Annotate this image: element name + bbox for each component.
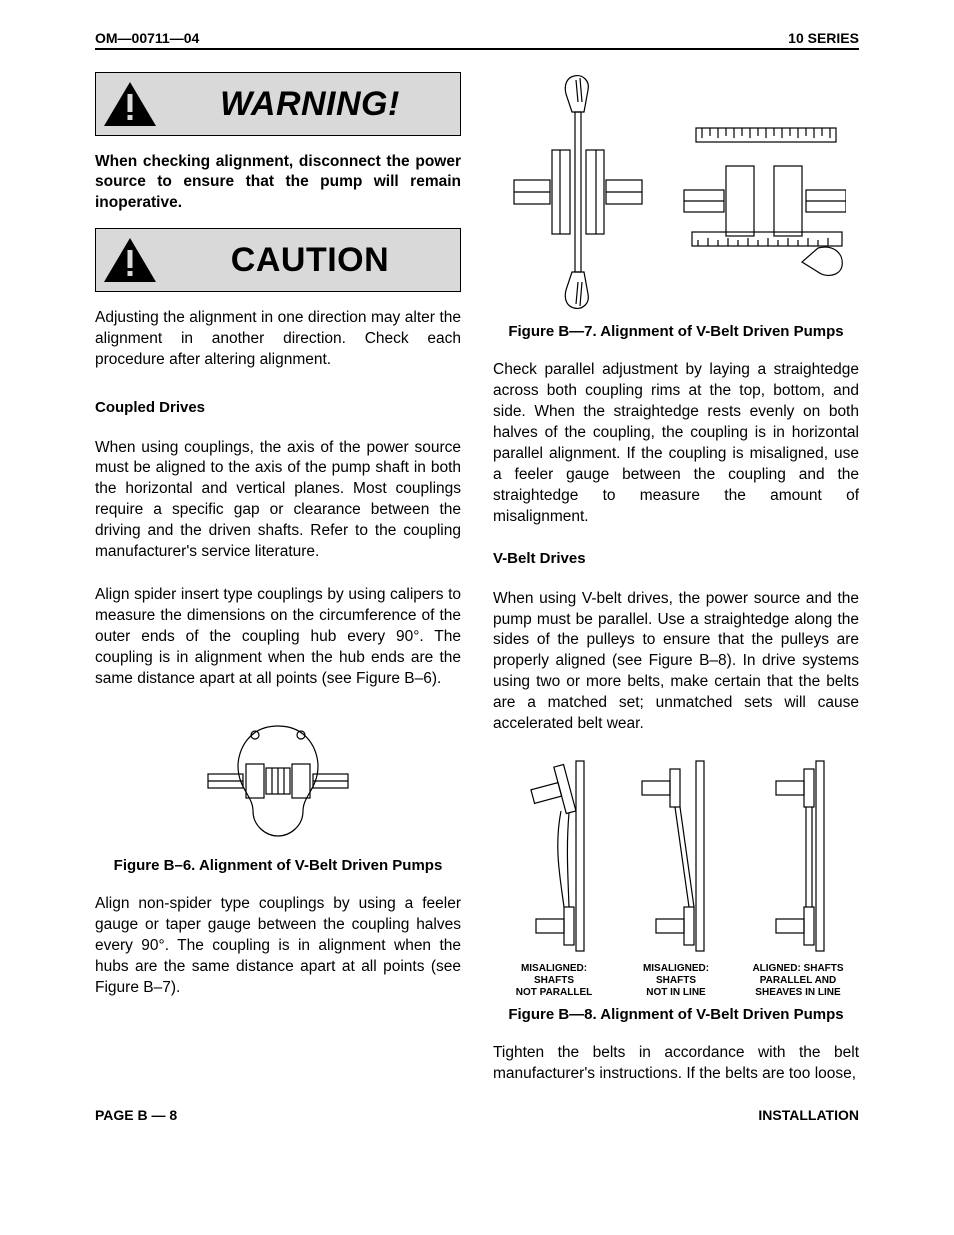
figure-b7-caption: Figure B—7. Alignment of V-Belt Driven P… (493, 322, 859, 342)
caution-triangle-icon (102, 236, 158, 284)
warning-label: WARNING! (170, 85, 450, 124)
page-header: OM—00711—04 10 SERIES (95, 30, 859, 50)
b8-l3a: ALIGNED: SHAFTS (752, 963, 843, 974)
b8-label-3: ALIGNED: SHAFTS PARALLEL AND SHEAVES IN … (737, 963, 859, 999)
warning-triangle-icon (102, 80, 158, 128)
caution-text: Adjusting the alignment in one direction… (95, 308, 461, 371)
section-label: INSTALLATION (758, 1107, 859, 1123)
vbelt-heading: V-Belt Drives (493, 550, 859, 567)
caution-label: CAUTION (170, 241, 450, 280)
figure-b8: MISALIGNED: SHAFTS NOT PARALLEL MISALIGN… (493, 757, 859, 999)
content-columns: WARNING! When checking alignment, discon… (95, 72, 859, 1085)
b8-l3b: PARALLEL AND (760, 975, 836, 986)
b8-l2c: NOT IN LINE (646, 987, 705, 998)
b8-l3c: SHEAVES IN LINE (755, 987, 840, 998)
right-column: Figure B—7. Alignment of V-Belt Driven P… (493, 72, 859, 1085)
b8-l2a: MISALIGNED: (643, 963, 709, 974)
page-footer: PAGE B — 8 INSTALLATION (95, 1107, 859, 1123)
series-label: 10 SERIES (788, 30, 859, 46)
b8-l1b: SHAFTS (534, 975, 574, 986)
page-number: PAGE B — 8 (95, 1107, 177, 1123)
doc-id: OM—00711—04 (95, 30, 199, 46)
b8-label-2: MISALIGNED: SHAFTS NOT IN LINE (615, 963, 737, 999)
figure-b8-sublabels: MISALIGNED: SHAFTS NOT PARALLEL MISALIGN… (493, 963, 859, 999)
figure-b8-caption: Figure B—8. Alignment of V-Belt Driven P… (493, 1005, 859, 1025)
right-para-1: Check parallel adjustment by laying a st… (493, 360, 859, 527)
b8-l2b: SHAFTS (656, 975, 696, 986)
caution-callout: CAUTION (95, 228, 461, 292)
page: OM—00711—04 10 SERIES WARNING! When chec… (0, 0, 954, 1147)
figure-b6-caption: Figure B–6. Alignment of V-Belt Driven P… (95, 856, 461, 876)
coupled-para-3: Align non-spider type couplings by using… (95, 894, 461, 999)
vbelt-para-1: When using V-belt drives, the power sour… (493, 589, 859, 735)
b8-l1a: MISALIGNED: (521, 963, 587, 974)
left-column: WARNING! When checking alignment, discon… (95, 72, 461, 1085)
b8-label-1: MISALIGNED: SHAFTS NOT PARALLEL (493, 963, 615, 999)
b8-l1c: NOT PARALLEL (516, 987, 592, 998)
warning-callout: WARNING! (95, 72, 461, 136)
figure-b7 (493, 72, 859, 312)
coupled-para-2: Align spider insert type couplings by us… (95, 585, 461, 690)
coupled-para-1: When using couplings, the axis of the po… (95, 438, 461, 564)
warning-text: When checking alignment, disconnect the … (95, 152, 461, 215)
coupled-drives-heading: Coupled Drives (95, 399, 461, 416)
figure-b6 (95, 716, 461, 846)
tighten-para: Tighten the belts in accordance with the… (493, 1043, 859, 1085)
